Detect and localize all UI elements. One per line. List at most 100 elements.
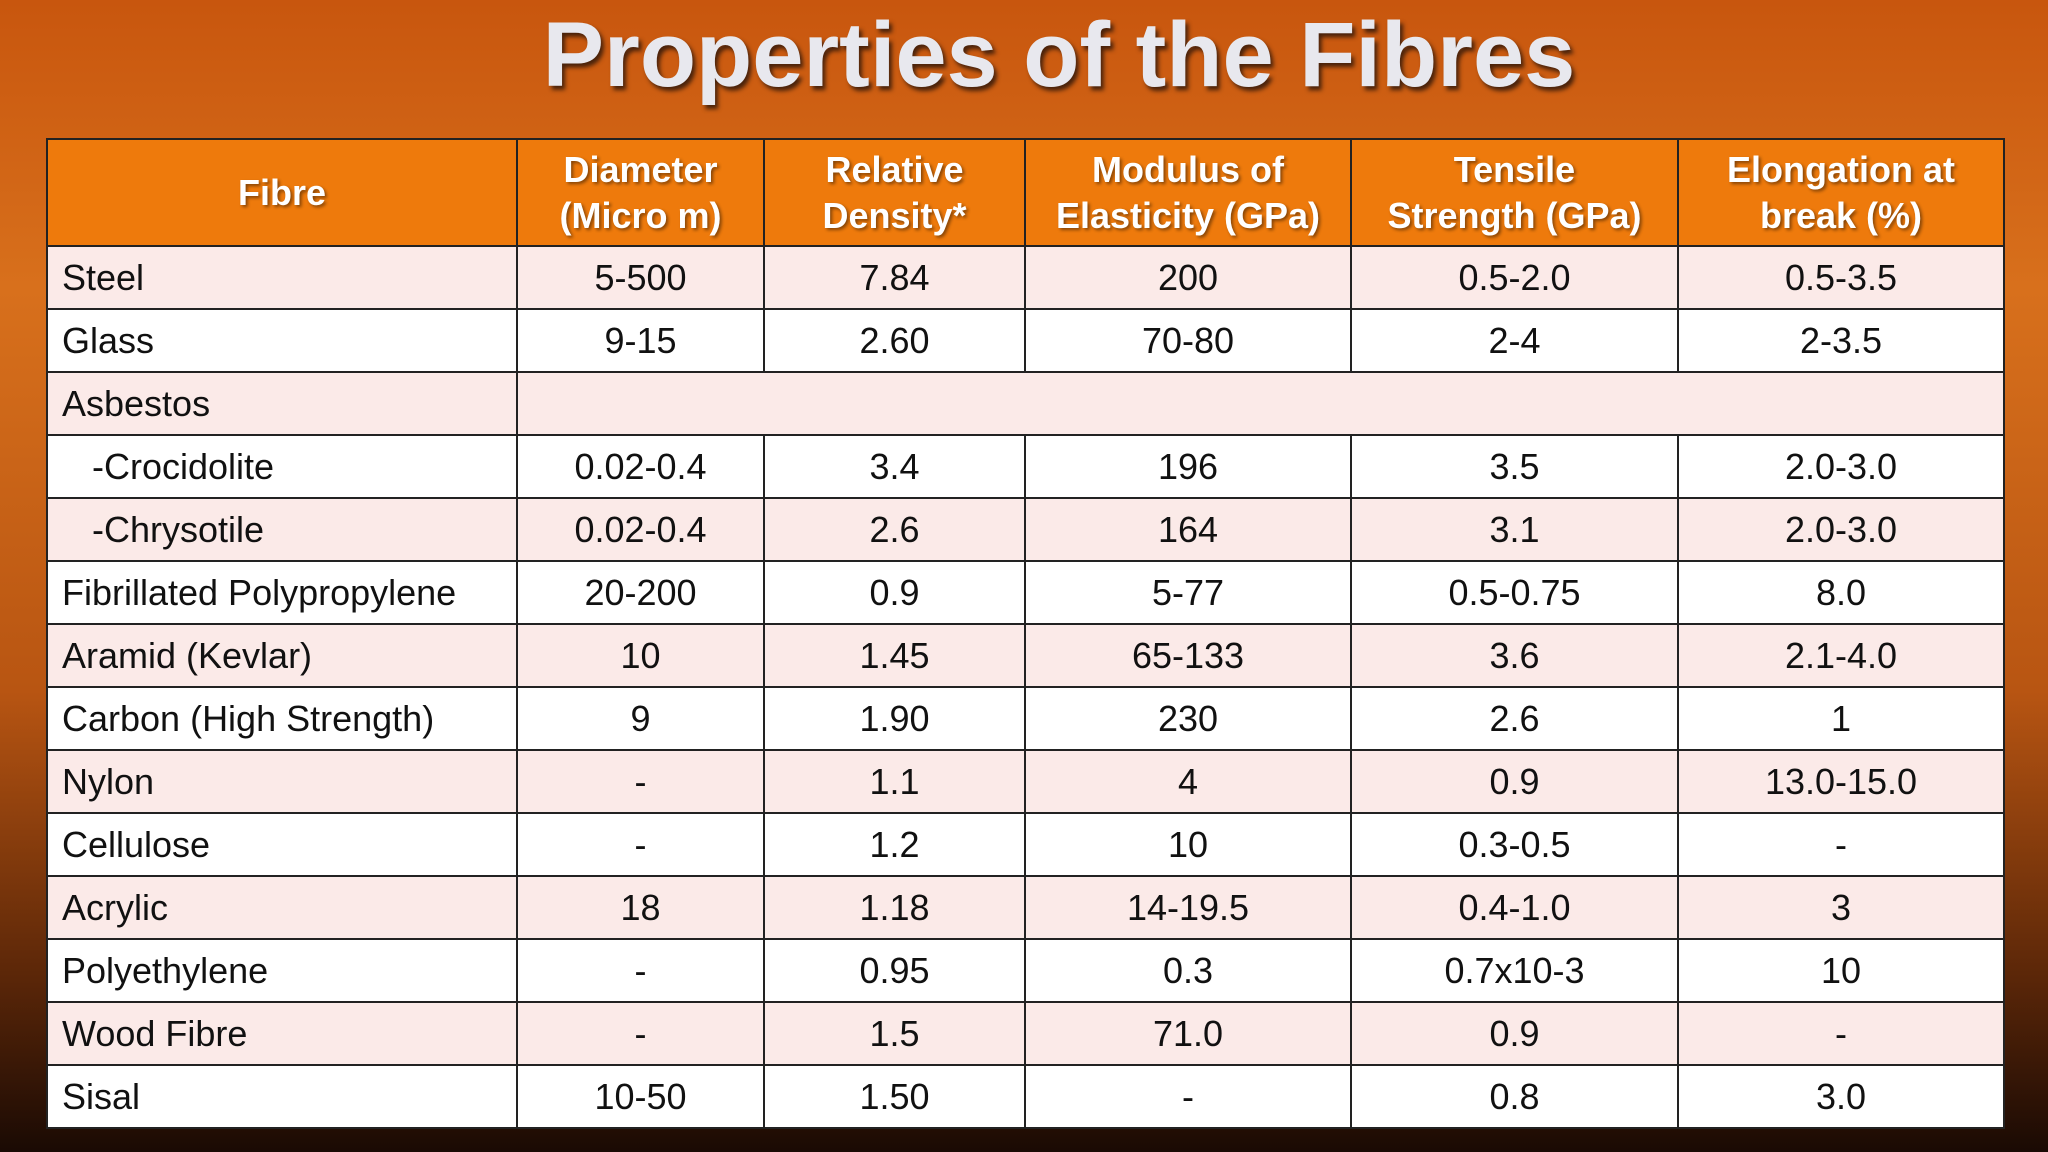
row-label: Steel [46, 245, 518, 310]
row-label: Cellulose [46, 812, 518, 877]
header-line: Modulus of [1092, 148, 1284, 190]
row-label: Glass [46, 308, 518, 373]
cell: 1.1 [763, 749, 1026, 814]
cell: - [1677, 812, 2005, 877]
cell: 0.5-2.0 [1350, 245, 1679, 310]
row-label: -Crocidolite [46, 434, 518, 499]
cell: 0.9 [763, 560, 1026, 625]
cell: 3.5 [1350, 434, 1679, 499]
row-label: Nylon [46, 749, 518, 814]
cell: 2.1-4.0 [1677, 623, 2005, 688]
cell: 9 [516, 686, 765, 751]
table-row: Carbon (High Strength) 9 1.90 230 2.6 1 [46, 686, 2005, 751]
cell: 1 [1677, 686, 2005, 751]
cell: 20-200 [516, 560, 765, 625]
header-row: Fibre Diameter (Micro m) Relative Density* Mo… [46, 138, 2005, 247]
header-line: Density* [822, 194, 967, 236]
cell: 0.02-0.4 [516, 497, 765, 562]
cell: 230 [1024, 686, 1352, 751]
cell: 3 [1677, 875, 2005, 940]
cell: 3.6 [1350, 623, 1679, 688]
table-row: Fibrillated Polypropylene 20-200 0.9 5-77 0.… [46, 560, 2005, 625]
table-row: Asbestos [46, 371, 2005, 436]
slide-title: Properties of the Fibres [542, 4, 1576, 106]
cell: 0.3 [1024, 938, 1352, 1003]
cell: - [516, 938, 765, 1003]
header-line: break (%) [1759, 194, 1923, 236]
cell: 0.3-0.5 [1350, 812, 1679, 877]
cell: 0.8 [1350, 1064, 1679, 1129]
cell: 65-133 [1024, 623, 1352, 688]
table-row: Nylon -1.1 4 0.9 13.0-15.0 [46, 749, 2005, 814]
fibre-table: Fibre Diameter (Micro m) Relative Density* Mo… [46, 138, 2005, 1129]
cell: - [1024, 1064, 1352, 1129]
table-row: -Chrysotile 0.02-0.4 2.6 164 3.1 2.0-3.0 [46, 497, 2005, 562]
cell: 1.45 [763, 623, 1026, 688]
cell: 0.5-0.75 [1350, 560, 1679, 625]
cell: 200 [1024, 245, 1352, 310]
cell: 0.9 [1350, 1001, 1679, 1066]
column-header: Diameter (Micro m) [516, 138, 765, 247]
column-header: Modulus of Elasticity (GPa) [1024, 138, 1352, 247]
empty-cell [516, 371, 2005, 436]
cell: 7.84 [763, 245, 1026, 310]
cell: 8.0 [1677, 560, 2005, 625]
cell: 2-3.5 [1677, 308, 2005, 373]
row-label: Acrylic [46, 875, 518, 940]
table-row: Wood Fibre -1.5 71.0 0.9- [46, 1001, 2005, 1066]
cell: 18 [516, 875, 765, 940]
table-head: Fibre Diameter (Micro m) Relative Density* Mo… [46, 138, 2005, 247]
cell: 10 [1677, 938, 2005, 1003]
cell: 3.0 [1677, 1064, 2005, 1129]
cell: 3.4 [763, 434, 1026, 499]
cell: 0.7x10-3 [1350, 938, 1679, 1003]
row-label: Asbestos [46, 371, 518, 436]
header-line: Tensile [1453, 148, 1576, 190]
table-row: -Crocidolite 0.02-0.4 3.4 196 3.5 2.0-3.0 [46, 434, 2005, 499]
header-line: Elasticity (GPa) [1055, 194, 1321, 236]
column-header: Tensile Strength (GPa) [1350, 138, 1679, 247]
cell: 2.0-3.0 [1677, 434, 2005, 499]
cell: 0.95 [763, 938, 1026, 1003]
cell: 71.0 [1024, 1001, 1352, 1066]
cell: 2-4 [1350, 308, 1679, 373]
table-row: Cellulose -1.2 10 0.3-0.5- [46, 812, 2005, 877]
row-label: Wood Fibre [46, 1001, 518, 1066]
cell: 10 [516, 623, 765, 688]
cell: 2.0-3.0 [1677, 497, 2005, 562]
cell: 9-15 [516, 308, 765, 373]
cell: 1.50 [763, 1064, 1026, 1129]
table-body: Steel 5-500 7.84 200 0.5-2.0 0.5-3.5 Glass 9-15… [46, 245, 2005, 1129]
cell: - [516, 1001, 765, 1066]
cell: 13.0-15.0 [1677, 749, 2005, 814]
cell: 0.4-1.0 [1350, 875, 1679, 940]
table-row: Polyethylene -0.95 0.3 0.7x10-3 10 [46, 938, 2005, 1003]
cell: 196 [1024, 434, 1352, 499]
cell: 1.5 [763, 1001, 1026, 1066]
table-row: Sisal 10-50 1.50-0.8 3.0 [46, 1064, 2005, 1129]
cell: 4 [1024, 749, 1352, 814]
header-line: Elongation at [1727, 148, 1955, 190]
cell: 0.02-0.4 [516, 434, 765, 499]
column-header: Relative Density* [763, 138, 1026, 247]
table-row: Acrylic 18 1.18 14-19.5 0.4-1.0 3 [46, 875, 2005, 940]
cell: - [516, 812, 765, 877]
cell: 2.60 [763, 308, 1026, 373]
cell: 0.5-3.5 [1677, 245, 2005, 310]
column-header: Fibre [46, 138, 518, 247]
cell: 10-50 [516, 1064, 765, 1129]
cell: 5-77 [1024, 560, 1352, 625]
cell: - [516, 749, 765, 814]
cell: 3.1 [1350, 497, 1679, 562]
cell: 5-500 [516, 245, 765, 310]
row-label: Sisal [46, 1064, 518, 1129]
cell: 10 [1024, 812, 1352, 877]
cell: 1.90 [763, 686, 1026, 751]
header-line: Strength (GPa) [1387, 194, 1642, 236]
row-label: Fibrillated Polypropylene [46, 560, 518, 625]
cell: 70-80 [1024, 308, 1352, 373]
table-row: Aramid (Kevlar) 10 1.45 65-133 3.6 2.1-4.0 [46, 623, 2005, 688]
cell: 2.6 [763, 497, 1026, 562]
row-label: -Chrysotile [46, 497, 518, 562]
